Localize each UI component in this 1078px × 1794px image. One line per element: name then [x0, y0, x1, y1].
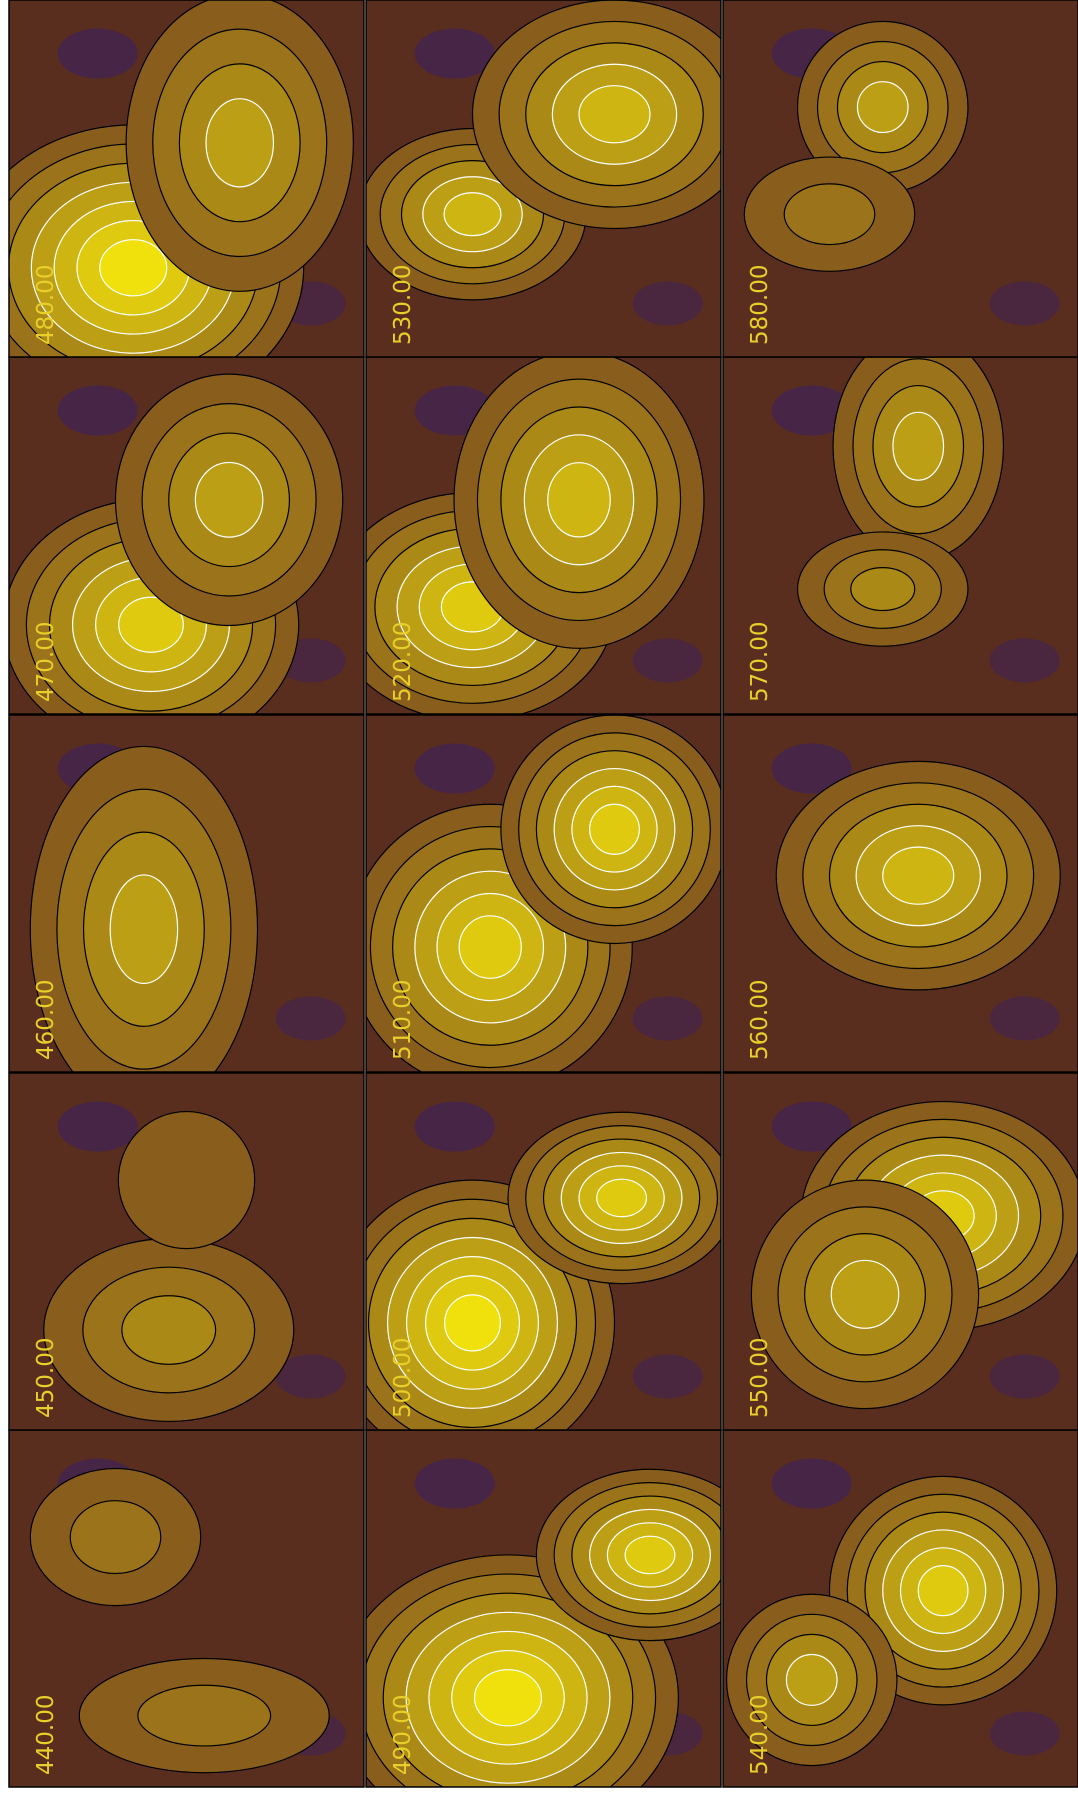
channel-label: 540.00: [747, 1695, 773, 1775]
dark-patch: [990, 1354, 1060, 1398]
panel: [723, 1073, 1078, 1430]
channel-label: 560.00: [747, 980, 773, 1060]
channel-label: 460.00: [33, 980, 59, 1060]
contour-level: [831, 1260, 898, 1328]
contour-level: [445, 1295, 501, 1351]
panel: [0, 0, 364, 411]
contour-level: [883, 847, 954, 904]
panel: [359, 0, 757, 357]
contour-level: [597, 1179, 647, 1216]
channel-map-figure: 440.00 450.00 460.00 470.00 480.00 490.00 500.…: [0, 0, 1078, 1794]
channel-label: 480.00: [33, 265, 59, 345]
dark-patch: [276, 996, 346, 1040]
panel: [723, 715, 1078, 1072]
contour-level: [548, 463, 610, 537]
dark-patch: [990, 638, 1060, 682]
panel: [723, 0, 1078, 357]
contour-level: [206, 99, 273, 187]
panel: [9, 715, 364, 1112]
channel-label: 440.00: [33, 1695, 59, 1775]
contour-level: [195, 462, 262, 537]
channel-label: 490.00: [390, 1695, 416, 1775]
channel-label: 520.00: [390, 622, 416, 702]
contour-level: [590, 804, 640, 854]
contour-level: [918, 1566, 968, 1616]
channel-label: 530.00: [390, 265, 416, 345]
contour-level: [475, 1670, 542, 1726]
contour-level: [100, 240, 167, 296]
contour-level: [857, 82, 908, 133]
channel-label: 500.00: [390, 1338, 416, 1418]
dark-patch: [772, 1459, 852, 1509]
channel-label: 510.00: [390, 980, 416, 1060]
contour-level: [851, 568, 915, 611]
channel-label: 470.00: [33, 622, 59, 702]
dark-patch: [58, 386, 138, 436]
contour-level: [110, 875, 177, 984]
dark-patch: [633, 1354, 703, 1398]
contour-level: [444, 193, 501, 236]
panel: [723, 332, 1078, 714]
dark-patch: [633, 638, 703, 682]
panel: [9, 1073, 364, 1430]
contour-level: [138, 1685, 271, 1746]
contour-level: [70, 1501, 161, 1574]
dark-patch: [990, 1711, 1060, 1755]
contour-level: [625, 1536, 675, 1573]
dark-patch: [633, 281, 703, 325]
contour-level: [459, 916, 521, 978]
contour-level: [122, 1296, 216, 1365]
panel: [723, 1430, 1078, 1787]
contour-level: [893, 412, 944, 480]
dark-patch: [990, 996, 1060, 1040]
contour-level: [786, 1654, 837, 1705]
dark-patch: [415, 744, 495, 794]
channel-label: 550.00: [747, 1338, 773, 1418]
contour-level: [784, 184, 875, 245]
contour-level: [579, 86, 650, 143]
dark-patch: [58, 1102, 138, 1152]
channel-label: 570.00: [747, 622, 773, 702]
dark-patch: [58, 29, 138, 79]
dark-patch: [415, 1459, 495, 1509]
dark-patch: [990, 281, 1060, 325]
contour-level: [118, 1112, 254, 1249]
dark-patch: [633, 996, 703, 1040]
channel-label: 450.00: [33, 1338, 59, 1418]
dark-patch: [415, 1102, 495, 1152]
panel: [9, 1430, 364, 1787]
channel-label: 580.00: [747, 265, 773, 345]
